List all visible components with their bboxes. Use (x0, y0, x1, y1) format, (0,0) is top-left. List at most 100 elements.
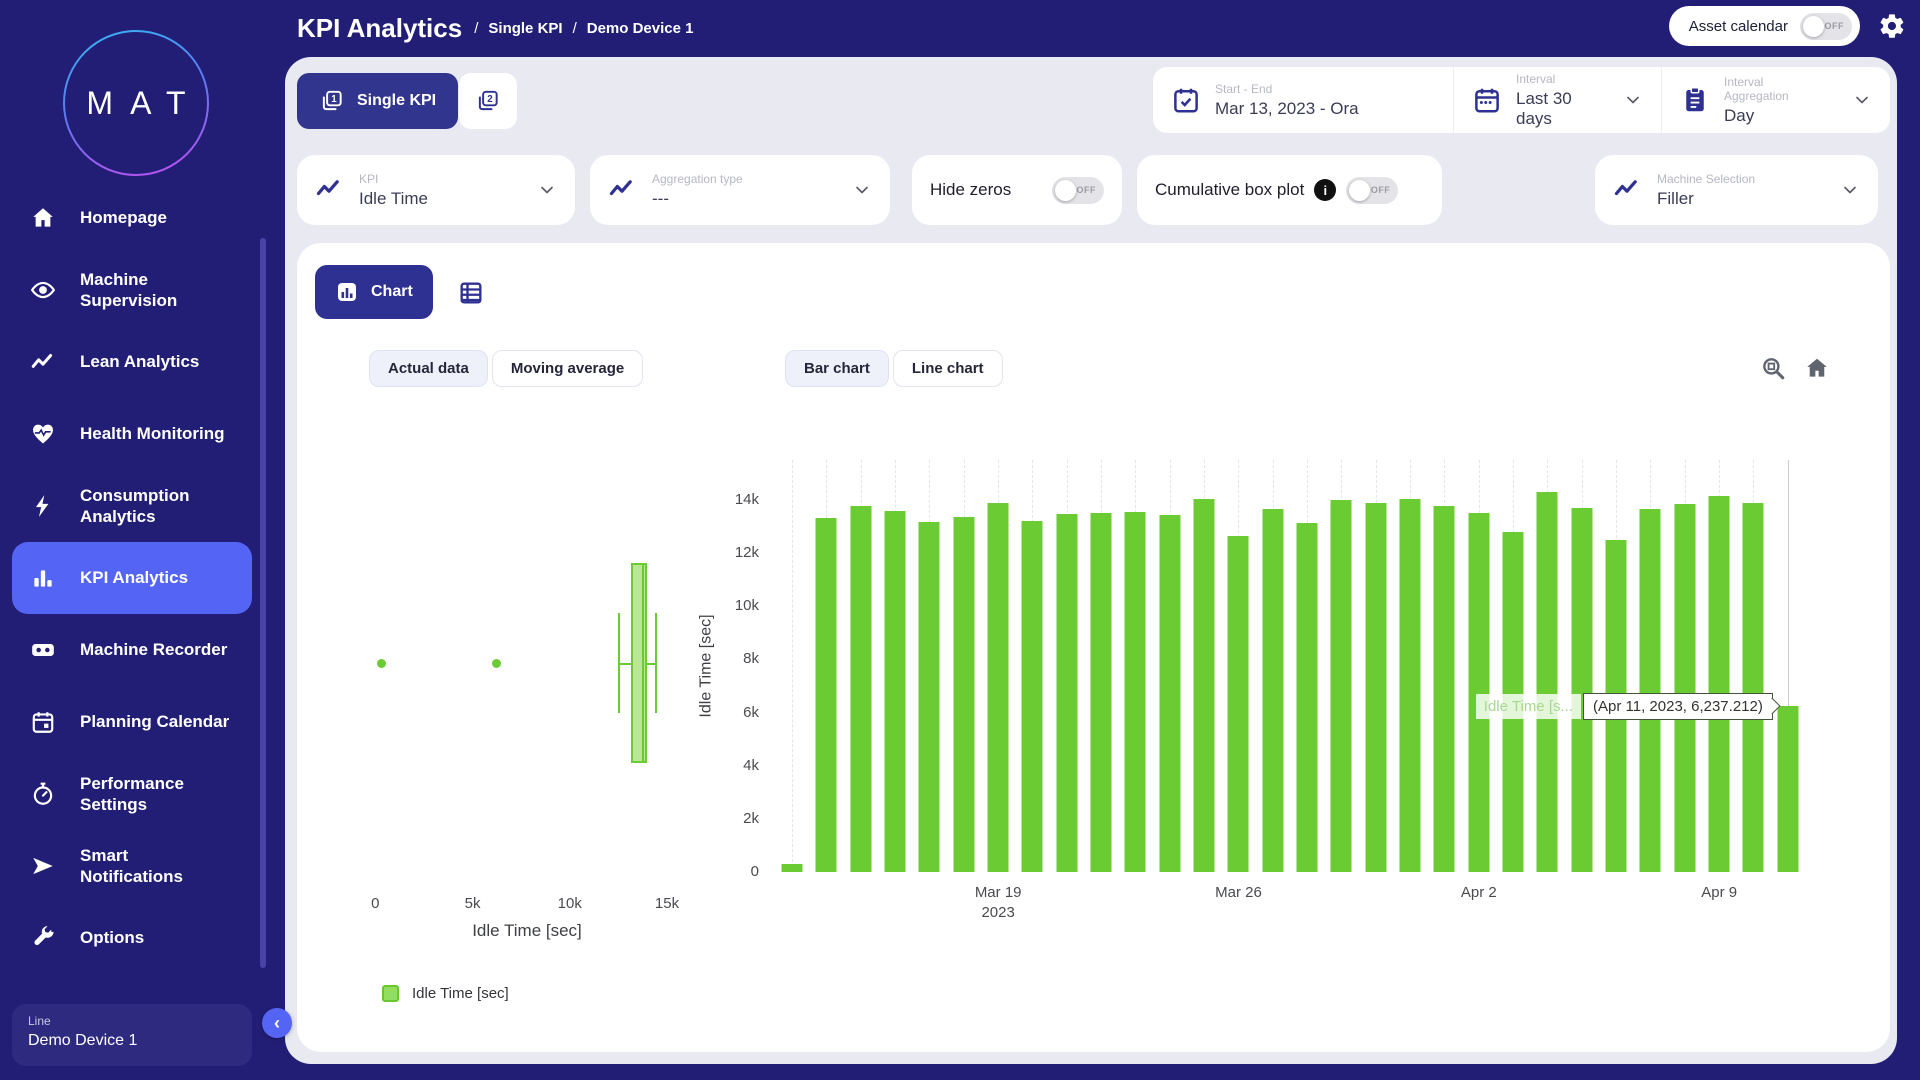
breadcrumb-item-demo-device-1[interactable]: Demo Device 1 (587, 20, 694, 37)
bar-mar-17[interactable] (919, 522, 940, 872)
sidebar-item-smart-notifications[interactable]: Smart Notifications (12, 830, 252, 902)
bar-chart-y-axis: 02k4k6k8k10k12k14k (721, 460, 763, 872)
sidebar-item-lean-analytics[interactable]: Lean Analytics (12, 326, 252, 398)
bar-mar-30[interactable] (1365, 503, 1386, 872)
sidebar-item-options[interactable]: Options (12, 902, 252, 974)
main-panel: 1 Single KPI 2 Start - End Mar 13, 2023 … (285, 57, 1897, 1064)
zoom-box-icon[interactable] (1760, 355, 1786, 381)
gauge-icon (28, 779, 58, 809)
bar-mar-13[interactable] (782, 864, 803, 872)
sidebar-item-kpi-analytics[interactable]: KPI Analytics (12, 542, 252, 614)
sidebar-item-machine-recorder[interactable]: Machine Recorder (12, 614, 252, 686)
reset-home-icon[interactable] (1804, 355, 1830, 381)
bar-chart-y-tick: 4k (743, 757, 759, 774)
bars-icon (28, 563, 58, 593)
bar-slot (1256, 460, 1290, 872)
bar-mar-19[interactable] (988, 503, 1009, 872)
sidebar-item-health-monitoring[interactable]: Health Monitoring (12, 398, 252, 470)
cumulative-box-plot-toggle[interactable]: OFF (1346, 177, 1398, 204)
bar-mar-15[interactable] (850, 506, 871, 872)
bar-mar-21[interactable] (1056, 514, 1077, 872)
date-range-value: Mar 13, 2023 - Ora (1215, 99, 1359, 119)
sidebar-item-planning-calendar[interactable]: Planning Calendar (12, 686, 252, 758)
bar-mar-29[interactable] (1331, 500, 1352, 872)
aggregation-type-select[interactable]: Aggregation type --- (590, 155, 890, 225)
bar-mar-22[interactable] (1091, 513, 1112, 872)
bar-mar-23[interactable] (1125, 512, 1146, 872)
interval-value: Last 30 days (1516, 89, 1595, 129)
device-panel[interactable]: Line Demo Device 1 (12, 1004, 252, 1066)
tab-multi-kpi[interactable]: 2 (459, 73, 517, 129)
bar-apr-9[interactable] (1709, 496, 1730, 872)
gear-icon[interactable] (1878, 12, 1906, 40)
bar-apr-1[interactable] (1434, 506, 1455, 872)
box-plot-outlier[interactable] (377, 659, 386, 668)
bar-mar-16[interactable] (885, 511, 906, 872)
machine-selection-select[interactable]: Machine Selection Filler (1595, 155, 1878, 225)
bar-slot (1153, 460, 1187, 872)
bar-apr-4[interactable] (1537, 492, 1558, 872)
toggle-knob (1803, 16, 1824, 37)
tab-single-kpi-label: Single KPI (357, 92, 436, 110)
tab-single-kpi[interactable]: 1 Single KPI (297, 73, 458, 129)
bar-apr-8[interactable] (1674, 504, 1695, 872)
bar-mar-26[interactable] (1228, 536, 1249, 873)
interval-aggregation-field[interactable]: Interval Aggregation Day (1661, 67, 1890, 133)
interval-field[interactable]: Interval Last 30 days (1453, 67, 1661, 133)
table-view-button[interactable] (457, 279, 485, 307)
breadcrumb: /Single KPI/Demo Device 1 (474, 20, 693, 37)
breadcrumb-item-single-kpi[interactable]: Single KPI (488, 20, 562, 37)
kpi-select[interactable]: KPI Idle Time (297, 155, 575, 225)
sidebar-item-label: Consumption Analytics (80, 485, 235, 528)
calendar-icon (28, 707, 58, 737)
chevron-down-icon (537, 180, 557, 200)
bar-mar-14[interactable] (816, 518, 837, 872)
bar-mar-25[interactable] (1194, 499, 1215, 872)
sidebar-item-performance-settings[interactable]: Performance Settings (12, 758, 252, 830)
hide-zeros-toggle[interactable]: OFF (1052, 177, 1104, 204)
tooltip-series-label: Idle Time [s... (1476, 694, 1581, 719)
bar-apr-11[interactable] (1777, 706, 1798, 872)
bar-mar-28[interactable] (1297, 523, 1318, 872)
sidebar-item-homepage[interactable]: Homepage (12, 182, 252, 254)
bar-mar-27[interactable] (1262, 509, 1283, 872)
bolt-icon (28, 491, 58, 521)
bar-mar-18[interactable] (953, 517, 974, 872)
interval-label: Interval (1516, 72, 1595, 86)
sidebar-item-consumption-analytics[interactable]: Consumption Analytics (12, 470, 252, 542)
legend-item[interactable]: Idle Time [sec] (382, 985, 509, 1002)
info-icon[interactable]: i (1314, 179, 1336, 201)
toggle-knob (1349, 180, 1370, 201)
bar-apr-10[interactable] (1743, 503, 1764, 872)
mode-pill-actual-data[interactable]: Actual data (369, 350, 488, 387)
trend-icon (28, 347, 58, 377)
type-pill-bar-chart[interactable]: Bar chart (785, 350, 889, 387)
chevron-down-icon (1623, 90, 1643, 110)
chart-tab-label: Chart (371, 283, 413, 301)
send-icon (28, 851, 58, 881)
sidebar-item-machine-supervision[interactable]: Machine Supervision (12, 254, 252, 326)
bar-apr-5[interactable] (1571, 508, 1592, 872)
sidebar-item-label: Options (80, 927, 235, 948)
bar-mar-31[interactable] (1400, 499, 1421, 872)
bar-slot (1565, 460, 1599, 872)
box-plot-outlier[interactable] (492, 659, 501, 668)
hide-zeros-card: Hide zeros OFF (912, 155, 1122, 225)
bar-chart-y-tick: 12k (735, 544, 759, 561)
breadcrumb-separator: / (573, 20, 577, 37)
date-range-field[interactable]: Start - End Mar 13, 2023 - Ora (1153, 67, 1453, 133)
bar-mar-20[interactable] (1022, 521, 1043, 872)
bar-mar-24[interactable] (1159, 515, 1180, 873)
box-plot-box[interactable] (631, 563, 647, 763)
toggle-state: OFF (1371, 185, 1391, 195)
chart-tab-button[interactable]: Chart (315, 265, 433, 319)
calendar-icon (1472, 85, 1502, 115)
type-pill-line-chart[interactable]: Line chart (893, 350, 1003, 387)
trend-icon (315, 176, 343, 204)
bar-slot (1290, 460, 1324, 872)
sidebar-scrollbar[interactable] (260, 238, 266, 968)
bar-chart-y-title: Idle Time [sec] (695, 460, 719, 872)
sidebar-collapse-button[interactable]: ‹ (262, 1008, 292, 1038)
asset-calendar-toggle[interactable]: OFF (1800, 13, 1852, 40)
mode-pill-moving-average[interactable]: Moving average (492, 350, 643, 387)
